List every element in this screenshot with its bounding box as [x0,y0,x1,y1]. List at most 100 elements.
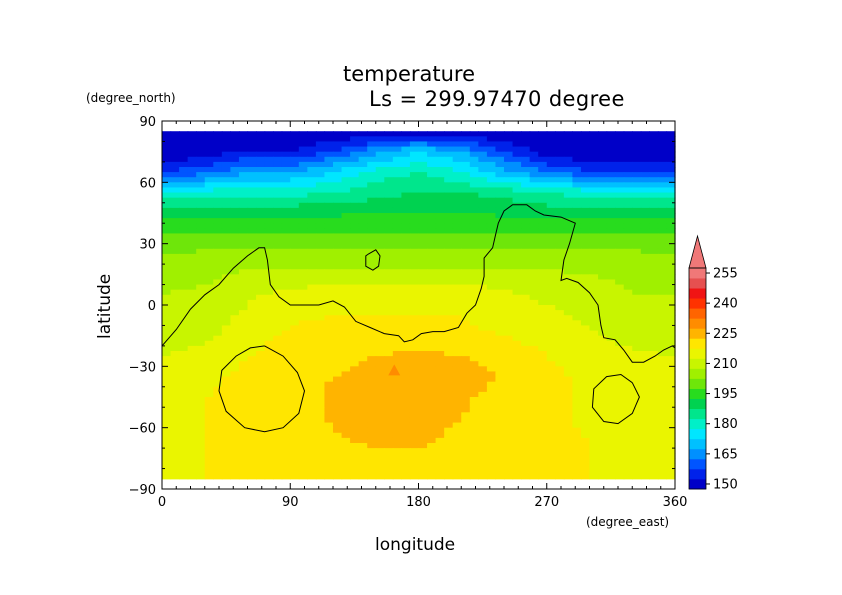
heatmap-cell [221,427,231,434]
heatmap-cell [444,177,454,183]
heatmap-cell [546,161,556,168]
heatmap-cell [281,330,291,337]
heatmap-cell [392,345,402,352]
heatmap-cell [598,412,608,419]
heatmap-cell [657,213,668,219]
heatmap-cell [367,345,377,352]
heatmap-cell [452,228,462,235]
heatmap-cell [281,391,291,398]
heatmap-cell [512,243,522,250]
heatmap-cell [409,156,420,163]
heatmap-cell [589,131,599,137]
heatmap-cell [521,417,531,424]
heatmap-cell [273,325,283,332]
heatmap-cell [256,310,266,316]
heatmap-cell [461,427,471,434]
heatmap-cell [238,381,249,388]
heatmap-cell [623,463,633,470]
heatmap-cell [657,243,668,250]
heatmap-cell [401,437,411,444]
heatmap-cell [572,412,582,419]
heatmap-cell [598,253,608,260]
heatmap-cell [580,386,591,393]
heatmap-cell [580,412,591,419]
heatmap-cell [529,453,539,459]
heatmap-cell [623,223,633,229]
heatmap-cell [538,330,548,337]
heatmap-cell [666,248,676,255]
heatmap-cell [461,376,471,383]
heatmap-cell [435,299,445,306]
heatmap-cell [598,131,608,137]
heatmap-cell [435,305,445,311]
heatmap-cell [238,473,249,480]
heatmap-cell [478,356,488,362]
colorbar-segment [689,428,706,440]
heatmap-cell [392,340,402,347]
heatmap-cell [452,320,462,327]
heatmap-cell [512,233,522,240]
heatmap-cell [589,417,599,424]
heatmap-cell [298,437,308,444]
heatmap-cell [555,284,565,291]
heatmap-cell [572,146,582,153]
heatmap-cell [401,366,411,373]
heatmap-cell [512,223,522,229]
heatmap-cell [444,310,454,316]
heatmap-cell [598,310,608,316]
heatmap-cell [623,340,633,347]
heatmap-cell [666,197,676,204]
heatmap-cell [187,187,197,194]
heatmap-cell [512,248,522,255]
heatmap-cell [315,376,326,383]
heatmap-cell [572,443,582,449]
heatmap-cell [221,468,231,475]
heatmap-cell [204,284,214,291]
heatmap-cell [179,417,189,424]
heatmap-cell [640,443,650,449]
heatmap-cell [187,330,197,337]
heatmap-cell [563,253,573,260]
heatmap-cell [427,182,437,189]
heatmap-cell [623,427,633,434]
heatmap-cell [427,243,437,250]
heatmap-cell [196,187,206,194]
heatmap-cell [521,443,531,449]
heatmap-cell [598,391,608,398]
heatmap-cell [179,172,189,178]
heatmap-cell [384,381,394,388]
heatmap-cell [409,458,420,465]
heatmap-cell [290,274,300,281]
heatmap-cell [469,412,479,419]
heatmap-cell [640,376,650,383]
heatmap-cell [666,213,676,219]
heatmap-cell [632,432,642,439]
heatmap-cell [307,167,317,173]
heatmap-cell [238,248,249,255]
heatmap-cell [529,182,539,189]
heatmap-cell [632,182,642,189]
heatmap-cell [469,305,479,311]
heatmap-cell [341,320,351,327]
heatmap-cell [615,407,625,413]
heatmap-cell [418,131,428,137]
heatmap-cell [315,448,326,454]
heatmap-cell [538,259,548,265]
heatmap-cell [162,192,172,199]
heatmap-cell [307,299,317,306]
heatmap-cell [392,141,402,148]
heatmap-cell [307,131,317,137]
heatmap-cell [333,330,343,337]
heatmap-cell [264,213,274,219]
heatmap-cell [598,243,608,250]
heatmap-cell [486,151,497,158]
heatmap-cell [546,207,556,214]
heatmap-cell [435,371,445,378]
heatmap-cell [221,202,231,209]
heatmap-cell [238,305,249,311]
heatmap-cell [230,443,240,449]
heatmap-cell [350,248,360,255]
heatmap-cell [666,366,676,373]
heatmap-cell [598,427,608,434]
heatmap-cell [546,310,556,316]
